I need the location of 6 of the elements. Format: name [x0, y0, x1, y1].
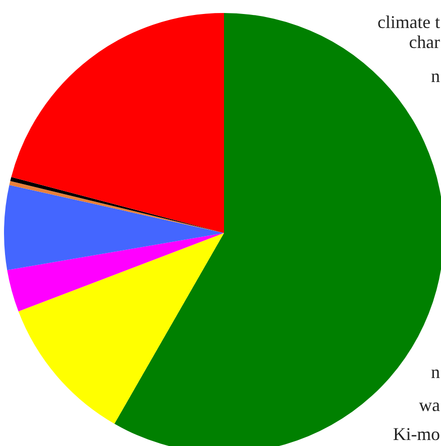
text: n	[431, 66, 440, 86]
text: n	[431, 362, 440, 382]
text: wa	[419, 395, 440, 415]
text: climate t	[378, 12, 440, 32]
text: char	[409, 32, 440, 52]
text: Ki-mo	[393, 424, 440, 444]
